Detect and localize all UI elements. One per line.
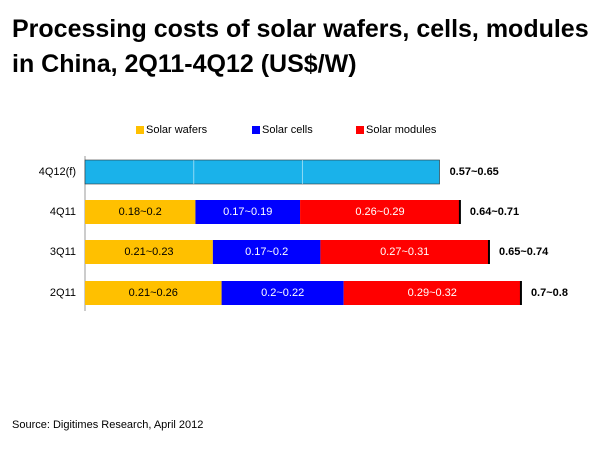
total-label: 0.57~0.65 bbox=[450, 166, 499, 178]
bar-segment bbox=[85, 240, 213, 264]
total-label: 0.64~0.71 bbox=[470, 206, 519, 218]
legend-swatch bbox=[136, 126, 144, 134]
category-label: 3Q11 bbox=[50, 246, 76, 258]
value-label: 0.26~0.29 bbox=[355, 206, 404, 218]
chart-title: Processing costs of solar wafers, cells,… bbox=[12, 15, 589, 78]
value-label: 0.27~0.31 bbox=[380, 246, 429, 258]
category-label: 4Q12(f) bbox=[39, 166, 76, 178]
value-label: 0.21~0.23 bbox=[124, 246, 173, 258]
total-label: 0.7~0.8 bbox=[531, 287, 568, 299]
bar-segment bbox=[84, 159, 440, 185]
value-label: 0.18~0.2 bbox=[119, 206, 162, 218]
value-label: 0.17~0.19 bbox=[223, 206, 272, 218]
bar-segment bbox=[195, 200, 301, 224]
value-label: 0.29~0.32 bbox=[408, 287, 457, 299]
bar-segment bbox=[85, 281, 222, 305]
bar-segment bbox=[221, 281, 344, 305]
legend-label: Solar wafers bbox=[146, 124, 208, 136]
bar-segment bbox=[320, 240, 489, 264]
bar-segment bbox=[300, 200, 460, 224]
category-label: 2Q11 bbox=[50, 287, 76, 299]
source: Source: Digitimes Research, April 2012 bbox=[12, 419, 203, 431]
legend-label: Solar cells bbox=[262, 124, 313, 136]
value-label: 0.17~0.2 bbox=[245, 246, 288, 258]
bar-segment bbox=[85, 200, 196, 224]
legend-swatch bbox=[252, 126, 260, 134]
bar-segment bbox=[343, 281, 521, 305]
legend-swatch bbox=[356, 126, 364, 134]
value-label: 0.2~0.22 bbox=[261, 287, 304, 299]
title-text: Processing costs of solar wafers, cells,… bbox=[12, 15, 589, 43]
total-label: 0.65~0.74 bbox=[499, 246, 549, 258]
title-text: in China, 2Q11-4Q12 (US$/W) bbox=[12, 50, 357, 78]
value-label: 0.21~0.26 bbox=[129, 287, 178, 299]
category-label: 4Q11 bbox=[50, 206, 76, 218]
bar-segment bbox=[212, 240, 321, 264]
legend-label: Solar modules bbox=[366, 124, 437, 136]
